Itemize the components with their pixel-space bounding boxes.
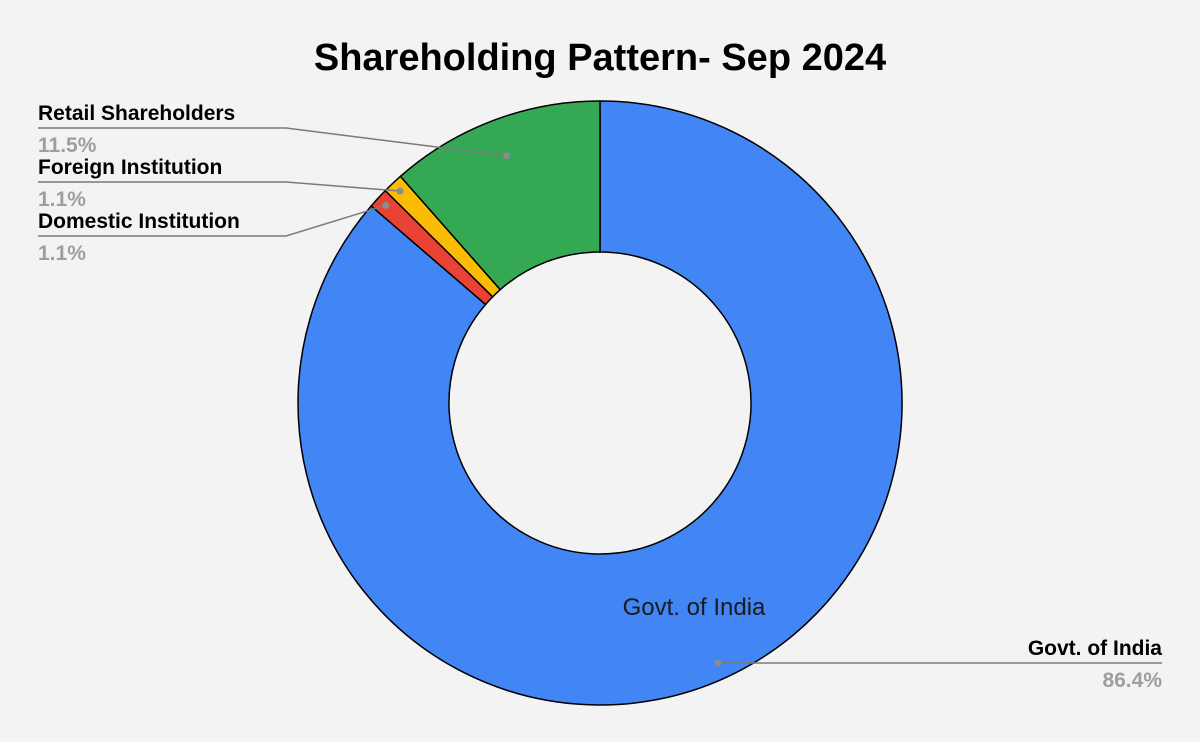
slice-inner-label-govt-of-india: Govt. of India: [623, 594, 766, 621]
leader-dot-domestic-institution: [382, 201, 390, 209]
label-value-retail-shareholders: 11.5%: [38, 134, 97, 157]
slice-govt-of-india: [297, 100, 903, 706]
label-value-foreign-institution: 1.1%: [38, 188, 86, 211]
label-name-domestic-institution: Domestic Institution: [38, 210, 240, 233]
leader-dot-retail-shareholders: [503, 152, 511, 160]
chart-title: Shareholding Pattern- Sep 2024: [314, 37, 886, 79]
label-name-foreign-institution: Foreign Institution: [38, 156, 222, 179]
leader-dot-foreign-institution: [396, 187, 404, 195]
leader-line-domestic-institution: [38, 204, 387, 237]
leader-line-retail-shareholders: [38, 127, 507, 157]
label-name-govt-of-india: Govt. of India: [1028, 637, 1162, 660]
label-value-domestic-institution: 1.1%: [38, 242, 86, 265]
slices-group: [297, 100, 903, 706]
leader-line-foreign-institution: [38, 181, 401, 192]
label-name-retail-shareholders: Retail Shareholders: [38, 102, 235, 125]
labels-group: Govt. of India Govt. of India 86.4% Domesti…: [38, 102, 1162, 692]
leader-dot-govt-of-india: [714, 659, 722, 667]
label-value-govt-of-india: 86.4%: [1102, 669, 1162, 692]
